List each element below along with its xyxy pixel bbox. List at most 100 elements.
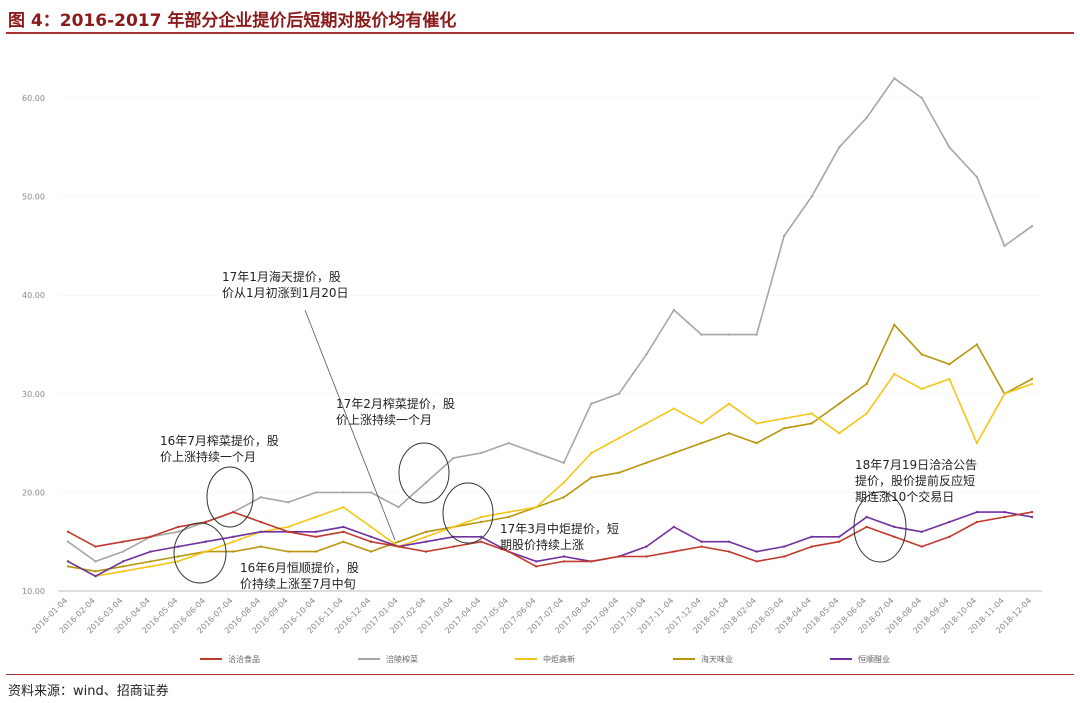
- series-point: [810, 195, 813, 198]
- series-point: [838, 535, 841, 538]
- series-point: [1030, 225, 1034, 228]
- series-point: [66, 540, 70, 543]
- series-point: [562, 560, 565, 563]
- series-point: [948, 363, 951, 366]
- series-point: [865, 382, 868, 386]
- series-point: [259, 520, 262, 524]
- series-point: [149, 535, 152, 538]
- series-point: [507, 441, 510, 445]
- annotation-text: 16年6月恒顺提价，股: [240, 560, 359, 575]
- legend-label: 海天味业: [701, 654, 733, 664]
- callout-ellipse: [398, 442, 450, 504]
- series-point: [700, 422, 703, 425]
- series-point: [1003, 515, 1006, 519]
- series-point: [727, 402, 731, 405]
- annotation-text: 16年7月榨菜提价，股: [160, 433, 279, 448]
- series-point: [755, 441, 758, 445]
- series-point: [121, 565, 125, 568]
- y-tick-label: 40.00: [22, 291, 45, 300]
- annotation-text: 提价，股价提前反应短: [855, 473, 975, 488]
- series-point: [838, 540, 841, 543]
- annotation-text: 价上涨持续一个月: [160, 449, 256, 464]
- series-point: [645, 422, 648, 425]
- series-point: [893, 525, 896, 529]
- series-point: [893, 535, 896, 538]
- series-point: [617, 471, 621, 474]
- legend-label: 涪陵榨菜: [386, 654, 418, 664]
- series-point: [314, 530, 318, 533]
- series-point: [452, 525, 455, 529]
- series-point: [397, 540, 400, 543]
- series-point: [727, 550, 731, 553]
- series-point: [810, 412, 813, 415]
- series-point: [975, 510, 979, 514]
- series-point: [700, 540, 703, 543]
- series-point: [920, 96, 923, 100]
- series-point: [121, 540, 125, 543]
- series-point: [535, 506, 538, 509]
- figure-title: 图 4：2016-2017 年部分企业提价后短期对股价均有催化: [8, 11, 457, 31]
- series-point: [232, 535, 235, 538]
- series-point: [66, 530, 70, 533]
- series-point: [369, 550, 373, 553]
- callout-ellipse: [173, 522, 227, 584]
- series-point: [314, 550, 318, 553]
- series-point: [948, 377, 951, 381]
- series-point: [920, 387, 923, 391]
- series-point: [1030, 515, 1034, 519]
- series-point: [782, 234, 786, 238]
- annotation-text: 价持续上涨至7月中旬: [240, 576, 356, 591]
- y-tick-label: 60.00: [22, 94, 45, 103]
- annotation-text: 价上涨持续一个月: [336, 412, 432, 427]
- series-line-0: [67, 511, 1033, 568]
- series-point: [177, 560, 180, 563]
- series-point: [121, 550, 125, 553]
- series-point: [672, 451, 676, 455]
- y-tick-label: 10.00: [22, 587, 45, 596]
- series-point: [232, 550, 235, 553]
- series-point: [259, 545, 262, 548]
- series-point: [342, 506, 345, 509]
- series-point: [535, 565, 538, 568]
- series-line-4: [67, 511, 1033, 577]
- series-point: [369, 535, 373, 538]
- series-point: [66, 565, 70, 568]
- series-point: [590, 402, 593, 405]
- source-note: 资料来源：wind、招商证券: [8, 684, 169, 699]
- series-point: [94, 575, 97, 578]
- series-point: [479, 540, 483, 543]
- callout-ellipse: [853, 491, 907, 563]
- series-point: [507, 550, 510, 553]
- series-point: [920, 353, 923, 356]
- series-point: [645, 353, 648, 356]
- series-line-2: [67, 373, 1033, 577]
- series-point: [672, 525, 676, 529]
- series-point: [810, 545, 813, 548]
- series-point: [314, 535, 318, 538]
- series-point: [893, 323, 896, 326]
- series-point: [204, 520, 207, 524]
- series-point: [342, 540, 345, 543]
- series-point: [590, 476, 593, 479]
- series-point: [975, 520, 979, 524]
- series-point: [617, 555, 621, 558]
- series-point: [177, 555, 180, 558]
- series-point: [672, 407, 676, 410]
- series-point: [287, 501, 290, 504]
- series-point: [507, 510, 510, 514]
- y-tick-label: 50.00: [22, 193, 45, 202]
- series-point: [121, 560, 125, 563]
- series-point: [424, 540, 428, 543]
- series-point: [1030, 382, 1034, 386]
- series-point: [177, 545, 180, 548]
- series-point: [893, 77, 896, 80]
- series-point: [700, 333, 703, 336]
- series-point: [975, 441, 979, 445]
- series-point: [479, 535, 483, 538]
- series-point: [259, 496, 262, 499]
- series-point: [700, 441, 703, 445]
- title-divider: [6, 32, 1074, 34]
- series-point: [645, 545, 648, 548]
- series-point: [452, 456, 455, 460]
- series-point: [535, 451, 538, 455]
